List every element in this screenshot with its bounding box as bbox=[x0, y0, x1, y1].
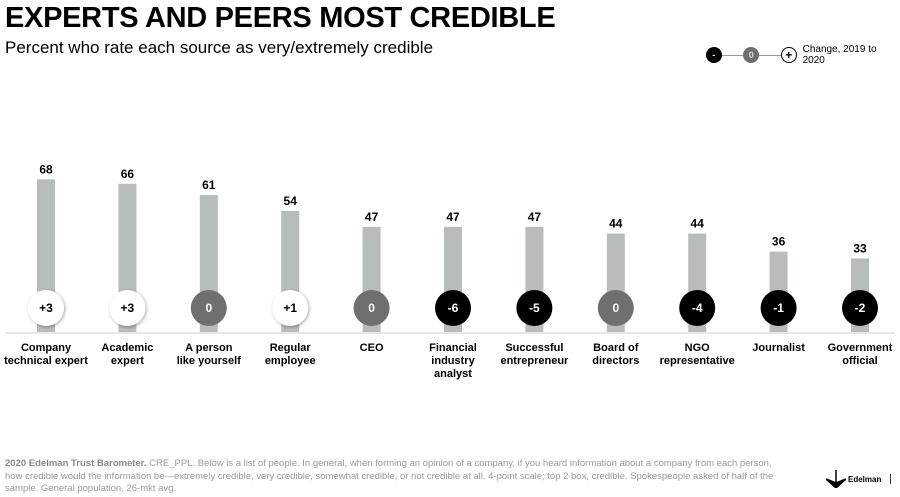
subtitle: Percent who rate each source as very/ext… bbox=[5, 38, 434, 57]
change-label: 0 bbox=[368, 301, 375, 315]
change-circle bbox=[190, 290, 227, 326]
category-label: CEO bbox=[360, 342, 384, 354]
value-label: 68 bbox=[39, 162, 53, 176]
change-circle bbox=[435, 290, 471, 326]
value-label: 47 bbox=[365, 210, 379, 224]
divider bbox=[890, 474, 891, 484]
change-label: 0 bbox=[205, 301, 212, 315]
category-label: A person bbox=[185, 342, 233, 354]
change-label: -6 bbox=[448, 301, 459, 315]
change-label: -5 bbox=[529, 301, 540, 315]
value-label: 44 bbox=[691, 217, 705, 231]
change-circle bbox=[28, 290, 64, 326]
category-label: technical expert bbox=[4, 355, 88, 367]
change-label: +3 bbox=[39, 301, 53, 315]
value-label: 54 bbox=[284, 194, 298, 208]
value-label: 47 bbox=[528, 210, 542, 224]
category-label: like yourself bbox=[177, 355, 242, 367]
category-label: Government bbox=[828, 342, 893, 354]
change-circle bbox=[760, 290, 797, 326]
footer-source: 2020 Edelman Trust Barometer. bbox=[5, 458, 147, 469]
change-circle bbox=[272, 290, 309, 326]
category-label: Financial bbox=[429, 342, 477, 354]
logo-text: Edelman bbox=[848, 474, 882, 484]
category-label: Regular bbox=[270, 342, 312, 354]
legend-label: Change, 2019 to 2020 bbox=[802, 44, 877, 66]
change-circle bbox=[597, 290, 634, 326]
footer-note: 2020 Edelman Trust Barometer. CRE_PPL. B… bbox=[5, 458, 785, 496]
legend-positive-icon: + bbox=[780, 47, 797, 63]
category-label: representative bbox=[660, 355, 735, 367]
category-label: Board of bbox=[593, 342, 639, 354]
category-label: official bbox=[842, 355, 877, 367]
category-label: industry bbox=[431, 355, 475, 367]
change-circle bbox=[109, 290, 146, 326]
category-label: NGO bbox=[685, 342, 711, 354]
change-label: 0 bbox=[612, 301, 619, 315]
change-circle bbox=[516, 290, 553, 326]
value-label: 44 bbox=[609, 217, 623, 231]
change-label: -4 bbox=[692, 301, 703, 315]
change-label: +3 bbox=[121, 301, 135, 315]
category-label: employee bbox=[265, 355, 316, 367]
legend-zero-icon: 0 bbox=[743, 47, 760, 63]
change-label: +1 bbox=[283, 301, 297, 315]
category-label: Successful bbox=[505, 342, 563, 354]
change-label: -2 bbox=[855, 301, 866, 315]
edelman-logo-icon bbox=[826, 470, 846, 488]
value-label: 61 bbox=[202, 178, 216, 192]
value-label: 33 bbox=[853, 241, 867, 255]
category-label: entrepreneur bbox=[500, 355, 569, 367]
category-label: Academic bbox=[101, 342, 153, 354]
edelman-logo: Edelman bbox=[826, 470, 881, 488]
footer-text: CRE_PPL. Below is a list of people. In g… bbox=[5, 458, 774, 494]
category-label: directors bbox=[592, 355, 639, 367]
legend: - 0 + Change, 2019 to 2020 bbox=[706, 44, 900, 66]
change-label: -1 bbox=[773, 301, 784, 315]
value-label: 47 bbox=[446, 210, 460, 224]
page-title: EXPERTS AND PEERS MOST CREDIBLE bbox=[5, 2, 556, 34]
value-label: 36 bbox=[772, 235, 786, 249]
change-circle bbox=[842, 290, 878, 326]
category-label: analyst bbox=[434, 368, 472, 380]
value-label: 66 bbox=[121, 167, 135, 181]
category-label: expert bbox=[111, 355, 144, 367]
change-circle bbox=[679, 290, 716, 326]
change-circle bbox=[353, 290, 390, 326]
legend-negative-icon: - bbox=[706, 47, 722, 63]
category-label: Journalist bbox=[752, 342, 805, 354]
category-label: Company bbox=[21, 342, 72, 354]
